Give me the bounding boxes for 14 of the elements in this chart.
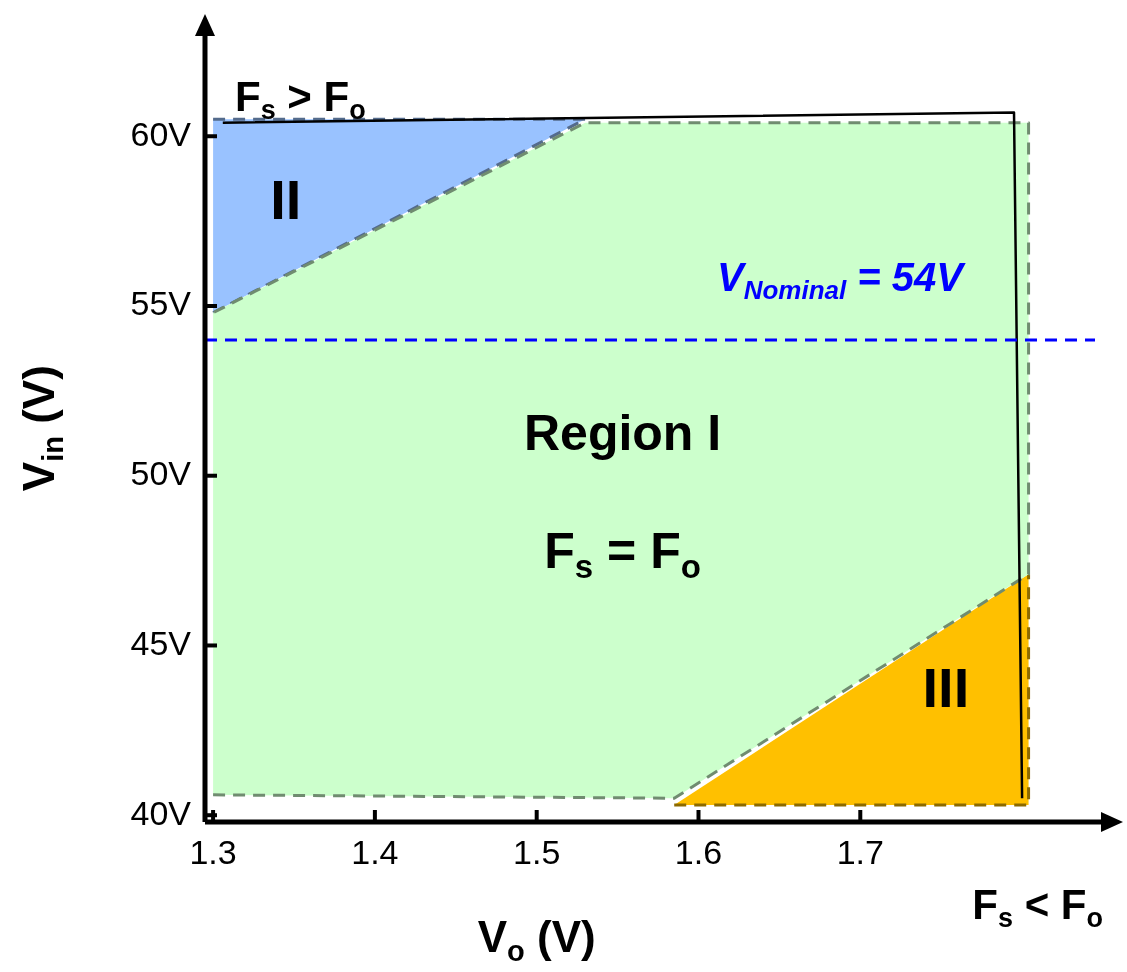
x-tick-label: 1.4 [351,832,399,871]
y-tick-label: 60V [130,114,192,153]
y-tick-label: 55V [130,284,192,323]
annotation: II [270,168,302,232]
x-tick-label: 1.6 [674,832,723,871]
x-tick-label: 1.7 [836,832,884,871]
annotation: Region I [523,404,722,461]
y-tick-label: 40V [130,793,192,832]
y-tick-label: 45V [130,623,192,662]
x-tick-label: 1.5 [513,832,561,871]
annotation: III [922,656,970,720]
x-tick-label: 1.3 [189,832,237,871]
y-tick-label: 50V [130,454,192,493]
y-axis-title: Vin (V) [14,365,70,492]
